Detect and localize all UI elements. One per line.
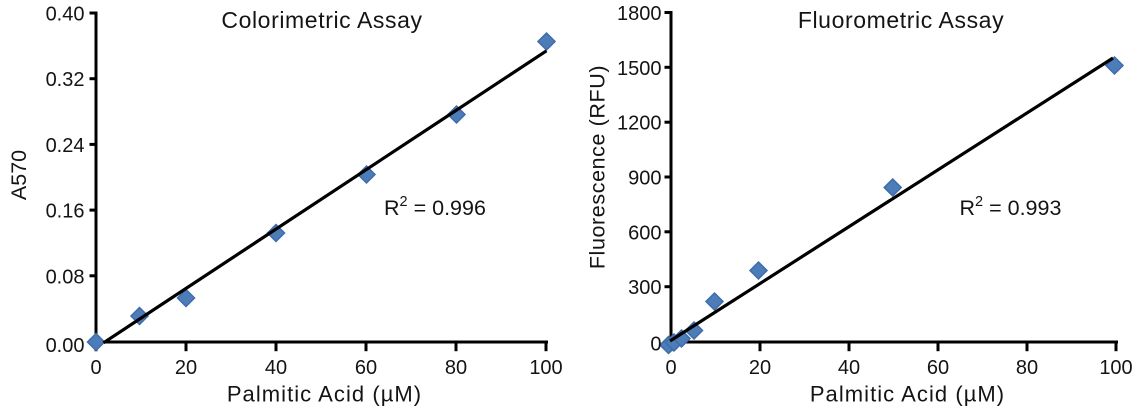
svg-text:Palmitic Acid (µM): Palmitic Acid (µM): [810, 382, 1005, 407]
svg-text:600: 600: [628, 222, 661, 244]
svg-text:300: 300: [628, 277, 661, 299]
svg-text:100: 100: [529, 357, 562, 379]
svg-text:0.08: 0.08: [46, 266, 85, 288]
svg-text:60: 60: [355, 357, 377, 379]
svg-text:20: 20: [749, 357, 771, 379]
svg-text:40: 40: [265, 357, 287, 379]
svg-text:0.24: 0.24: [46, 135, 85, 157]
svg-text:0: 0: [650, 334, 661, 356]
svg-text:40: 40: [838, 357, 860, 379]
svg-text:0.40: 0.40: [46, 4, 85, 26]
svg-text:0: 0: [665, 357, 676, 379]
svg-text:0: 0: [90, 357, 101, 379]
svg-text:20: 20: [175, 357, 197, 379]
svg-text:100: 100: [1099, 357, 1132, 379]
svg-text:Palmitic Acid (µM): Palmitic Acid (µM): [227, 382, 422, 407]
svg-text:1500: 1500: [617, 58, 662, 80]
svg-text:0.32: 0.32: [46, 69, 85, 91]
svg-text:900: 900: [628, 168, 661, 190]
svg-text:Fluorometric Assay: Fluorometric Assay: [798, 7, 1004, 33]
svg-text:1200: 1200: [617, 113, 662, 135]
svg-text:R2 = 0.993: R2 = 0.993: [960, 194, 1062, 220]
svg-text:R2 = 0.996: R2 = 0.996: [384, 194, 486, 220]
svg-text:60: 60: [927, 357, 949, 379]
svg-text:0.16: 0.16: [46, 201, 85, 223]
svg-text:Fluorescence (RFU): Fluorescence (RFU): [586, 65, 610, 269]
svg-text:0.00: 0.00: [46, 335, 85, 357]
svg-text:80: 80: [1016, 357, 1038, 379]
svg-text:80: 80: [445, 357, 467, 379]
svg-text:Colorimetric Assay: Colorimetric Assay: [221, 7, 422, 33]
svg-text:1800: 1800: [617, 3, 662, 25]
svg-text:A570: A570: [7, 150, 31, 200]
